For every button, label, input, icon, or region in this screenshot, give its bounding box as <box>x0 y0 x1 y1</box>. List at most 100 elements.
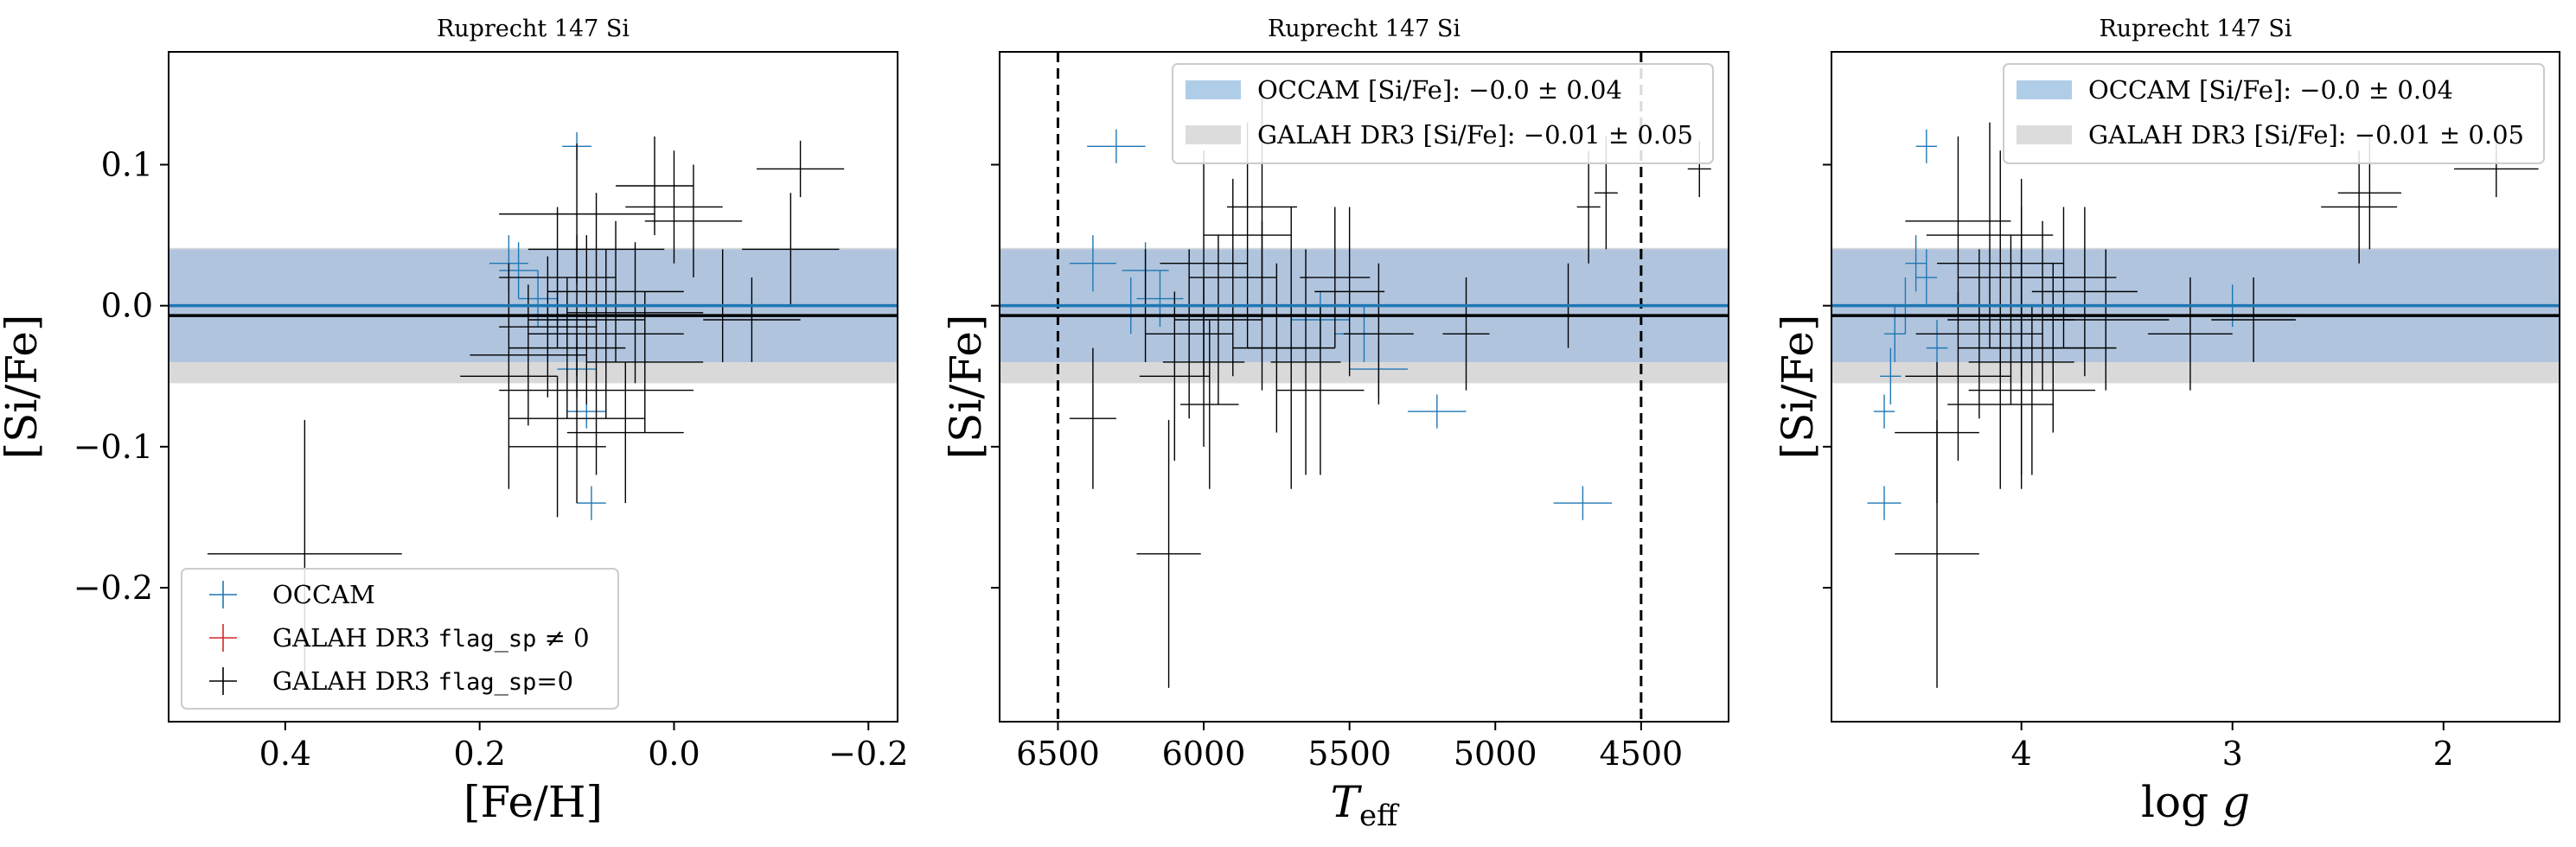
data-point <box>1873 394 1895 429</box>
plot-area <box>1831 122 2560 688</box>
data-point <box>1442 277 1490 391</box>
data-point <box>742 193 840 306</box>
data-point <box>1069 235 1116 292</box>
x-tick-label: 6000 <box>1162 735 1246 773</box>
data-point <box>1968 305 2096 475</box>
data-point <box>1905 235 1927 292</box>
legend-entry: OCCAM [Si/Fe]: −0.0 ± 0.04 <box>1186 75 1622 105</box>
x-tick-label: 5000 <box>1454 735 1537 773</box>
ylabel: [Si/Fe] <box>1773 315 1823 460</box>
x-tick-label: 0.0 <box>648 735 700 773</box>
legend-box <box>181 568 619 710</box>
x-tick-label: 2 <box>2433 735 2454 773</box>
data-point <box>1880 347 1902 404</box>
data-point <box>518 270 558 328</box>
legend: OCCAM [Si/Fe]: −0.0 ± 0.04 GALAH DR3 [Si/… <box>2003 63 2545 164</box>
legend-label: GALAH DR3 [Si/Fe]: −0.01 ± 0.05 <box>1257 120 1693 150</box>
data-point <box>1915 249 1938 306</box>
legend-text: GALAH DR3 <box>272 623 438 653</box>
legend-entry: GALAH DR3 flag_sp ≠ 0 <box>209 623 590 653</box>
data-point <box>1576 150 1601 264</box>
legend-entry: GALAH DR3 [Si/Fe]: −0.01 ± 0.05 <box>2017 120 2524 150</box>
data-point <box>1915 129 1938 163</box>
legend-patch <box>2017 125 2072 144</box>
legend-label: OCCAM [Si/Fe]: −0.0 ± 0.04 <box>1257 75 1622 105</box>
xlabel-logg: log g <box>2141 777 2250 827</box>
data-point <box>1087 129 1146 163</box>
legend-entry: OCCAM [Si/Fe]: −0.0 ± 0.04 <box>2017 75 2453 105</box>
data-point <box>1247 207 1335 489</box>
axes-frame <box>999 51 1729 723</box>
chart-title: Ruprecht 147 Si <box>437 16 630 42</box>
legend-entry: GALAH DR3 flag_sp=0 <box>209 666 573 696</box>
data-point <box>1947 320 2054 489</box>
legend-box <box>1172 63 1714 164</box>
plot-area <box>1000 52 1729 722</box>
data-point <box>2321 150 2398 264</box>
x-tick-label: 6500 <box>1016 735 1100 773</box>
data-point <box>1136 270 1184 328</box>
data-point <box>2010 207 2117 348</box>
data-point <box>1343 263 1414 404</box>
data-point <box>1905 136 2011 306</box>
data-point <box>566 361 684 504</box>
x-tick-label: 4 <box>2011 735 2032 773</box>
data-point <box>527 193 665 306</box>
legend: OCCAM [Si/Fe]: −0.0 ± 0.04 GALAH DR3 [Si/… <box>1172 63 1714 164</box>
legend-suffix: ≠ 0 <box>536 623 589 653</box>
data-point <box>508 334 645 504</box>
data-point <box>470 284 587 426</box>
legend-flag: flag_sp <box>438 669 537 696</box>
legend-label: OCCAM <box>272 580 375 609</box>
data-point <box>2042 249 2170 391</box>
data-point <box>1553 486 1613 520</box>
x-tick-label: 5500 <box>1307 735 1391 773</box>
data-point <box>499 256 597 398</box>
legend-patch <box>1186 80 1241 99</box>
data-point <box>2211 277 2296 362</box>
data-point <box>1408 394 1467 429</box>
panel-feh: 0.4 0.2 0.0 −0.2 0.1 0.0 −0.1 −0.2 Ruprecht 147 … <box>0 16 908 827</box>
data-point <box>1180 320 1239 489</box>
series-galah <box>1069 93 1711 688</box>
xlabel-symbol: T <box>1331 777 1363 827</box>
data-point <box>566 242 704 384</box>
legend-entry: GALAH DR3 [Si/Fe]: −0.01 ± 0.05 <box>1186 120 1693 150</box>
legend-box <box>2003 63 2545 164</box>
data-point <box>703 277 801 362</box>
data-point <box>460 263 558 489</box>
x-tick-label: −0.2 <box>828 735 908 773</box>
data-point <box>508 376 606 518</box>
y-tick-label: −0.1 <box>74 428 153 466</box>
data-point <box>1867 486 1902 520</box>
data-point <box>2148 277 2233 391</box>
data-point <box>1136 419 1201 688</box>
data-point <box>1069 347 1116 489</box>
legend-patch <box>1186 125 1241 144</box>
panel-teff: 6500 6000 5500 5000 4500 Ruprecht 147 Si Teff [… <box>941 16 1729 833</box>
data-point <box>757 140 845 198</box>
xlabel-teff: Teff <box>1331 777 1400 833</box>
data-point <box>577 486 606 520</box>
ylabel: [Si/Fe] <box>0 315 47 460</box>
data-point <box>616 136 694 236</box>
legend-text: GALAH DR3 <box>272 666 438 696</box>
panel-logg: 4 3 2 Ruprecht 147 Si log g [Si/Fe] OCCAM [Si/… <box>1773 16 2560 827</box>
data-point <box>1270 249 1341 475</box>
data-point <box>1300 207 1371 348</box>
x-tick-label: 0.4 <box>259 735 311 773</box>
x-tick-label: 3 <box>2222 735 2243 773</box>
y-tick-label: −0.2 <box>74 569 153 607</box>
legend-entry: OCCAM <box>209 580 375 609</box>
data-point <box>1314 207 1385 377</box>
data-point <box>547 220 684 362</box>
chart-title: Ruprecht 147 Si <box>1268 16 1461 42</box>
data-point <box>1926 122 2054 348</box>
data-point <box>1895 361 1979 504</box>
legend-label: OCCAM [Si/Fe]: −0.0 ± 0.04 <box>2088 75 2453 105</box>
data-point <box>499 242 539 299</box>
xlabel-feh: [Fe/H] <box>463 777 603 827</box>
plot-area <box>169 132 898 688</box>
